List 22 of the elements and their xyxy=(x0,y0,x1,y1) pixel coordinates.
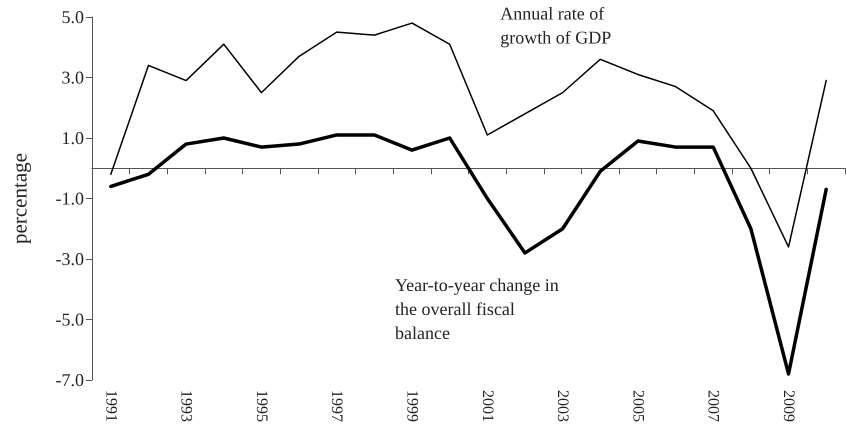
series-label: Annual rate of growth of GDP xyxy=(500,3,612,48)
x-tick-label: 2009 xyxy=(780,390,798,422)
y-tick-label: 5.0 xyxy=(62,7,84,27)
y-tick-label: -5.0 xyxy=(56,310,84,330)
x-tick-label: 2001 xyxy=(478,390,496,422)
y-tick-label: -1.0 xyxy=(56,188,84,208)
x-tick-label: 2005 xyxy=(629,390,646,422)
x-tick-label: 1995 xyxy=(252,390,270,422)
y-axis-title: percentage xyxy=(8,153,32,244)
line-series xyxy=(109,133,828,376)
x-tick-label: 1993 xyxy=(178,390,195,422)
y-tick-label: -7.0 xyxy=(56,370,84,390)
y-tick-label: 1.0 xyxy=(62,128,84,148)
y-tick-label: -3.0 xyxy=(56,249,84,269)
x-tick-label: 1997 xyxy=(328,390,346,422)
x-tick-label: 1991 xyxy=(102,390,120,422)
x-tick-label: 1999 xyxy=(404,390,421,422)
line-series xyxy=(110,22,827,248)
x-tick-label: 2003 xyxy=(554,390,572,422)
x-tick-label: 2007 xyxy=(704,390,722,422)
text: Year-to-year change in the overall fiscal balance xyxy=(394,274,559,343)
y-tick-label: 3.0 xyxy=(62,68,84,88)
